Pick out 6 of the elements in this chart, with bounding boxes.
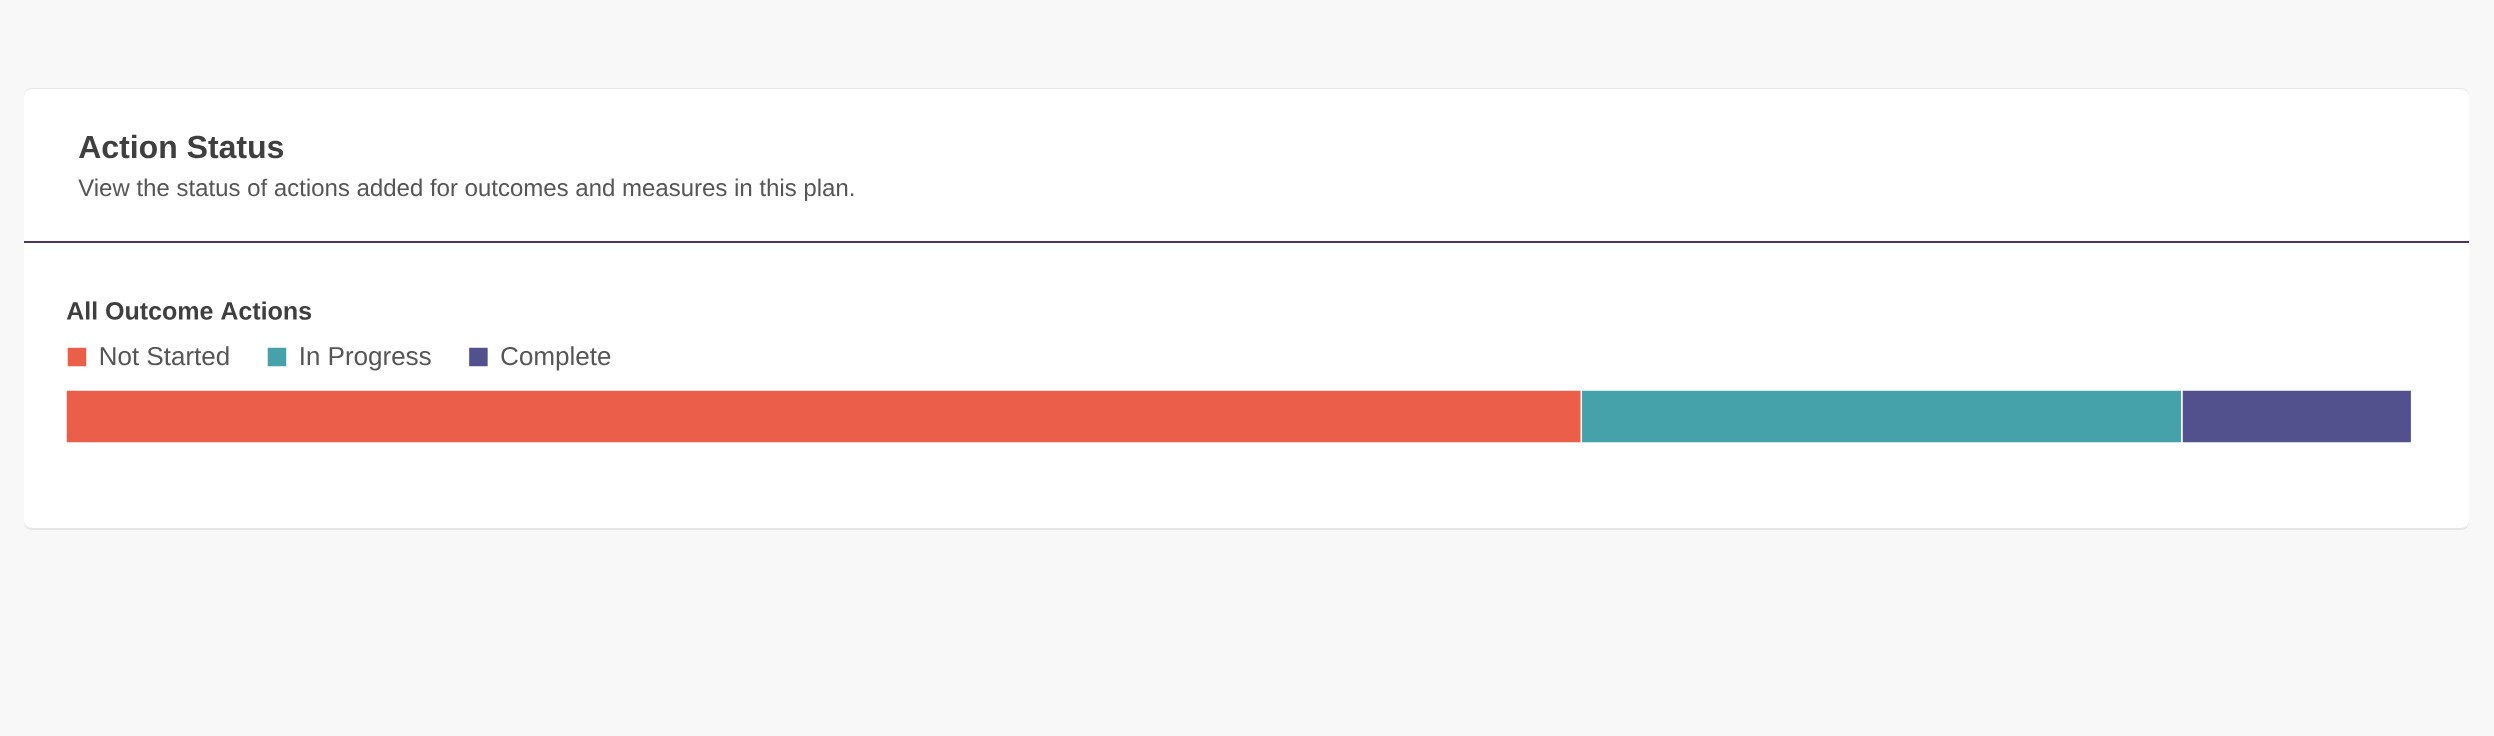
chart-title: Action Status bbox=[79, 134, 284, 159]
legend-label: In Progress bbox=[301, 347, 431, 371]
legend-label: Not Started bbox=[100, 346, 229, 366]
legend-label: Complete bbox=[501, 346, 611, 371]
chart-subtitle: View the status of actions added for outcomes and measures in this plan. bbox=[78, 178, 854, 201]
y-tick-label: All Outcome Actions bbox=[66, 301, 312, 320]
